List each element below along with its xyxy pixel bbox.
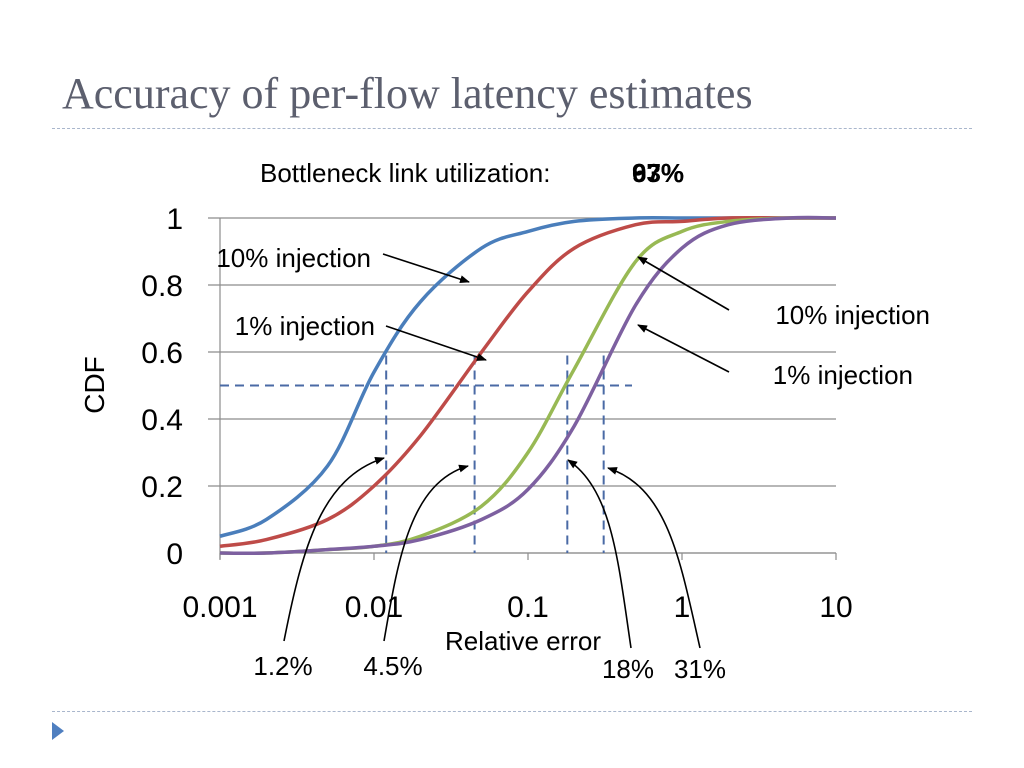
annotation-label: 31% bbox=[674, 654, 726, 684]
annotation-label: 4.5% bbox=[363, 651, 422, 681]
annotation-label: 1% injection bbox=[235, 311, 375, 341]
annotation-arrow bbox=[385, 325, 487, 361]
utilization-value-b: 67% bbox=[632, 158, 684, 188]
chart-title: Bottleneck link utilization: bbox=[260, 158, 550, 188]
annotation-label: 1.2% bbox=[253, 651, 312, 681]
series-line-4 bbox=[219, 215, 837, 556]
annotation-label: 10% injection bbox=[775, 300, 930, 330]
x-tick-label: 1 bbox=[674, 591, 691, 624]
y-tick-label: 0.2 bbox=[141, 471, 183, 504]
x-axis-label: Relative error bbox=[445, 626, 601, 656]
annotation-arrow bbox=[382, 253, 470, 284]
annotation-arrow bbox=[637, 256, 730, 311]
series-line-2 bbox=[219, 215, 836, 549]
slide-title: Accuracy of per-flow latency estimates bbox=[62, 69, 753, 118]
slide-bullet-icon bbox=[52, 722, 64, 740]
annotation-label: 18% bbox=[602, 654, 654, 684]
utilization-value-a: 93% bbox=[632, 158, 684, 188]
annotation-label: 10% injection bbox=[216, 243, 371, 273]
y-tick-label: 0.6 bbox=[141, 337, 183, 370]
annotation-arrow bbox=[607, 467, 701, 649]
annotation-arrow bbox=[383, 464, 469, 642]
x-tick-label: 0.01 bbox=[345, 591, 403, 624]
annotation-arrow bbox=[637, 324, 730, 373]
y-axis-label: CDF bbox=[79, 356, 110, 414]
footer-divider bbox=[52, 711, 972, 712]
y-tick-label: 0.4 bbox=[141, 404, 183, 437]
annotation-arrow bbox=[567, 459, 632, 649]
y-tick-label: 0.8 bbox=[141, 270, 183, 303]
x-tick-label: 10 bbox=[819, 591, 852, 624]
title-divider bbox=[52, 128, 972, 129]
annotation-arrow bbox=[283, 456, 385, 642]
annotation-label: 1% injection bbox=[773, 360, 913, 390]
x-tick-label: 0.001 bbox=[182, 591, 257, 624]
x-tick-label: 0.1 bbox=[507, 591, 549, 624]
y-tick-label: 0 bbox=[166, 538, 183, 571]
y-tick-label: 1 bbox=[166, 203, 183, 236]
